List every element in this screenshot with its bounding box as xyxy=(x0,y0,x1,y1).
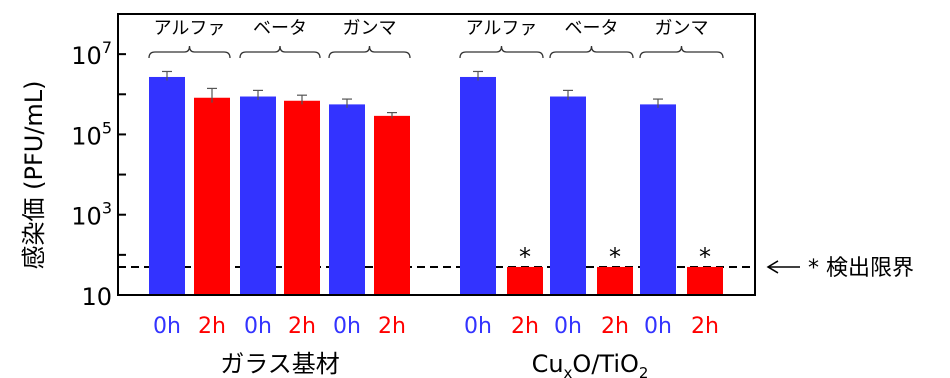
bar xyxy=(687,266,723,295)
virus-bracket xyxy=(328,45,411,59)
x-time-labels: 0h 2h 0h 2h 0h 2h 0h 2h 0h 2h 0h 2h xyxy=(153,314,719,339)
bar xyxy=(640,104,676,295)
y-axis-label: 感染価 (PFU/mL) xyxy=(20,80,48,269)
bar xyxy=(329,104,365,295)
virus-label: ベータ xyxy=(565,18,619,39)
virus-label: ガンマ xyxy=(655,18,709,39)
y-tick-label: 103 xyxy=(71,199,112,231)
virus-bracket xyxy=(639,45,724,59)
virus-label: アルファ xyxy=(466,18,538,39)
axes xyxy=(117,13,756,296)
virus-labels: アルファ ベータ ガンマ アルファ ベータ ガンマ xyxy=(154,18,709,39)
group-label: ガラス基材 xyxy=(220,350,340,378)
virus-brackets xyxy=(148,45,724,59)
below-limit-star: * xyxy=(609,243,621,271)
virus-label: ベータ xyxy=(253,18,307,39)
time-label: 0h xyxy=(333,314,361,339)
bar xyxy=(550,96,586,295)
time-label: 2h xyxy=(511,314,539,339)
error-bars xyxy=(162,70,663,119)
virus-label: アルファ xyxy=(154,18,226,39)
below-limit-star: * xyxy=(699,243,711,271)
time-label: 0h xyxy=(644,314,672,339)
time-label: 2h xyxy=(378,314,406,339)
below-limit-markers: * * * xyxy=(519,243,711,271)
bar xyxy=(240,96,276,295)
time-label: 2h xyxy=(288,314,316,339)
below-limit-star: * xyxy=(519,243,531,271)
virus-bracket xyxy=(459,45,544,59)
time-label: 2h xyxy=(198,314,226,339)
detection-limit-label: * 検出限界 xyxy=(808,256,914,281)
time-label: 0h xyxy=(554,314,582,339)
virus-bracket xyxy=(239,45,321,59)
plot-frame xyxy=(117,13,756,296)
y-tick-labels: 10 103 105 107 xyxy=(71,38,112,311)
bar xyxy=(460,76,496,295)
time-label: 0h xyxy=(464,314,492,339)
time-label: 0h xyxy=(244,314,272,339)
time-label: 0h xyxy=(153,314,181,339)
group-labels: ガラス基材 CuxO/TiO2 xyxy=(220,350,648,378)
y-tick-label: 105 xyxy=(71,118,112,150)
virus-label: ガンマ xyxy=(343,18,397,39)
virus-bracket xyxy=(148,45,231,59)
bar xyxy=(374,115,410,295)
y-tick-label: 10 xyxy=(81,283,112,311)
virus-bracket xyxy=(549,45,634,59)
y-tick-label: 107 xyxy=(71,38,112,70)
bars xyxy=(149,76,723,295)
bar xyxy=(597,266,633,295)
bar xyxy=(284,100,320,295)
bar xyxy=(194,97,230,295)
group-label: CuxO/TiO2 xyxy=(532,350,649,378)
time-label: 2h xyxy=(601,314,629,339)
time-label: 2h xyxy=(691,314,719,339)
bar xyxy=(507,266,543,295)
arrow-head xyxy=(766,260,779,274)
bar xyxy=(149,76,185,295)
